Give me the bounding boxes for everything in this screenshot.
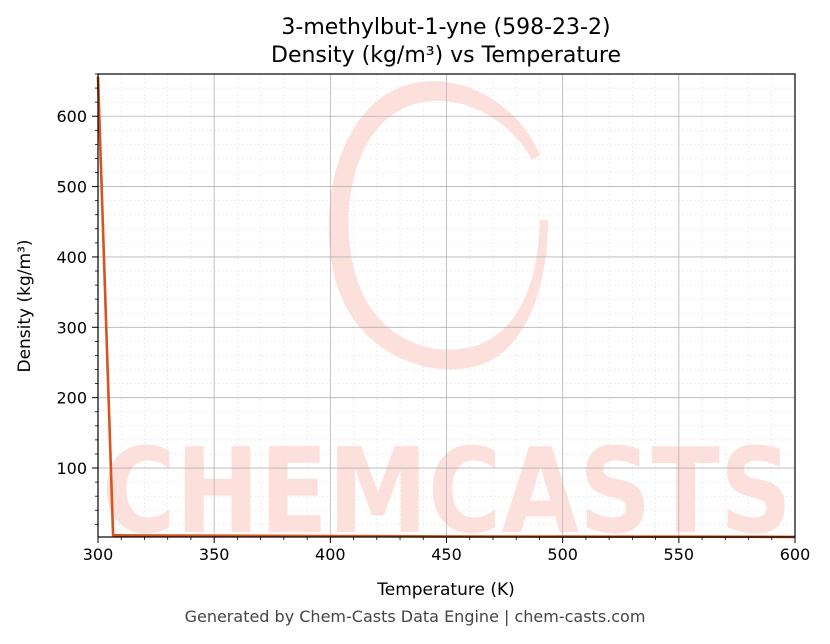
- footer-credit: Generated by Chem-Casts Data Engine | ch…: [184, 607, 646, 626]
- major-gridlines: [97, 74, 796, 537]
- x-tick-labels: 300 350 400 450 500 550 600: [83, 545, 811, 564]
- y-tick-label: 500: [56, 178, 87, 197]
- x-tick-label: 550: [664, 545, 695, 564]
- x-tick-label: 400: [315, 545, 346, 564]
- y-axis-label: Density (kg/m³): [15, 239, 35, 372]
- x-tick-label: 300: [83, 545, 114, 564]
- x-tick-label: 350: [199, 545, 230, 564]
- x-tick-label: 600: [780, 545, 811, 564]
- watermark-logo-ring: [328, 81, 548, 370]
- y-tick-label: 200: [56, 389, 87, 408]
- x-axis-label: Temperature (K): [376, 580, 515, 600]
- x-tick-label: 450: [431, 545, 462, 564]
- y-tick-label: 100: [56, 459, 87, 478]
- x-tick-label: 500: [547, 545, 578, 564]
- y-tick-label: 300: [56, 318, 87, 337]
- chemcasts-watermark: CHEMCASTS: [102, 81, 792, 560]
- chart-subtitle: Density (kg/m³) vs Temperature: [271, 43, 621, 68]
- axis-ticks: [92, 73, 796, 543]
- y-tick-label: 400: [56, 248, 87, 267]
- y-tick-label: 600: [56, 107, 87, 126]
- chart-title: 3-methylbut-1-yne (598-23-2): [281, 15, 610, 40]
- y-tick-labels: 100 200 300 400 500 600: [56, 107, 87, 478]
